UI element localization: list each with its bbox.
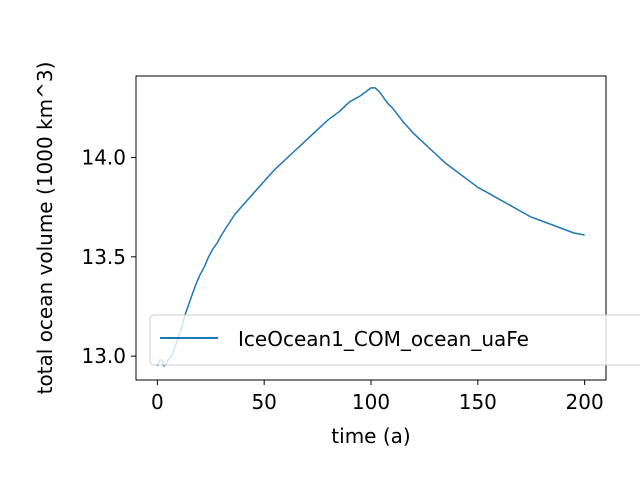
y-tick-label: 13.0 [81, 344, 126, 368]
x-tick-label: 50 [251, 390, 276, 414]
x-tick-label: 150 [459, 390, 497, 414]
y-tick-label: 13.5 [81, 245, 126, 269]
legend: IceOcean1_COM_ocean_uaFe [149, 314, 640, 366]
x-tick-label: 100 [352, 390, 390, 414]
x-tick-label: 0 [151, 390, 164, 414]
y-axis: 13.0 13.5 14.0 [81, 145, 136, 368]
legend-label: IceOcean1_COM_ocean_uaFe [238, 327, 529, 351]
y-axis-label: total ocean volume (1000 km^3) [33, 62, 57, 395]
x-axis-label: time (a) [331, 424, 410, 448]
x-tick-label: 200 [566, 390, 604, 414]
y-tick-label: 14.0 [81, 145, 126, 169]
legend-box [149, 314, 640, 366]
x-axis: 0 50 100 150 200 [151, 380, 604, 414]
